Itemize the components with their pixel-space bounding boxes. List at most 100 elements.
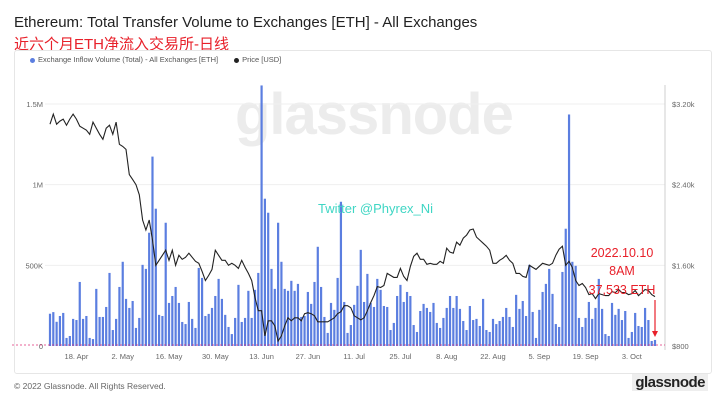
bar bbox=[280, 261, 283, 346]
bar bbox=[134, 327, 138, 346]
bar bbox=[610, 302, 614, 346]
bar bbox=[505, 307, 508, 346]
x-tick: 19. Sep bbox=[573, 352, 599, 361]
legend-label: Exchange Inflow Volume (Total) - All Exc… bbox=[38, 55, 219, 64]
bar bbox=[402, 301, 405, 346]
bar bbox=[455, 295, 458, 346]
bar bbox=[72, 318, 75, 346]
bar bbox=[260, 85, 263, 347]
bar bbox=[435, 322, 438, 346]
bar bbox=[485, 330, 488, 346]
bar bbox=[310, 303, 313, 346]
bar bbox=[488, 331, 491, 346]
bar bbox=[204, 315, 207, 346]
bar bbox=[468, 305, 471, 346]
bar bbox=[323, 316, 326, 346]
x-tick: 25. Jul bbox=[389, 352, 411, 361]
bar bbox=[329, 302, 333, 346]
y-tick-right: $2.40k bbox=[672, 181, 695, 190]
bar bbox=[465, 330, 468, 346]
bar bbox=[207, 313, 210, 346]
bar bbox=[95, 288, 98, 346]
bar bbox=[316, 246, 319, 346]
y-tick-right: $3.20k bbox=[672, 100, 695, 109]
bar bbox=[548, 268, 551, 346]
bar bbox=[389, 330, 392, 346]
bar bbox=[157, 314, 161, 346]
bar bbox=[234, 317, 237, 346]
bar bbox=[475, 318, 478, 346]
bar bbox=[253, 289, 257, 346]
bar bbox=[148, 232, 151, 346]
y-tick-left: 500K bbox=[25, 261, 43, 270]
bar bbox=[429, 311, 432, 346]
bar bbox=[303, 315, 306, 346]
y-tick-right: $800 bbox=[672, 342, 689, 351]
bar bbox=[161, 315, 164, 346]
bar bbox=[574, 265, 577, 346]
bar bbox=[353, 304, 356, 346]
bar bbox=[224, 314, 227, 346]
arrow-head-icon bbox=[652, 331, 658, 337]
annotation-value: 37,533 ETH bbox=[588, 283, 656, 297]
bar bbox=[154, 208, 157, 346]
bar bbox=[306, 291, 309, 346]
bar bbox=[587, 301, 590, 346]
y-tick-left: 1M bbox=[33, 181, 43, 190]
bar bbox=[627, 337, 630, 346]
bar bbox=[620, 320, 624, 346]
bar bbox=[372, 306, 376, 346]
bar bbox=[577, 317, 581, 346]
bar bbox=[263, 198, 266, 346]
bar bbox=[538, 309, 541, 346]
bar bbox=[58, 315, 62, 346]
bar bbox=[167, 302, 171, 346]
bar bbox=[439, 327, 442, 346]
bar bbox=[131, 300, 134, 346]
x-tick: 27. Jun bbox=[296, 352, 321, 361]
bar bbox=[571, 261, 574, 346]
annotation-time: 8AM bbox=[609, 264, 635, 278]
bar bbox=[422, 303, 425, 346]
bar bbox=[68, 335, 71, 346]
bar bbox=[624, 310, 627, 346]
bar bbox=[396, 295, 399, 346]
bar bbox=[356, 285, 359, 346]
legend-label: Price [USD] bbox=[242, 55, 282, 64]
x-tick: 16. May bbox=[156, 352, 183, 361]
bar bbox=[634, 312, 637, 346]
bar bbox=[581, 326, 584, 346]
chart-subtitle: 近六个月ETH净流入交易所-日线 bbox=[14, 36, 229, 53]
bar bbox=[415, 331, 419, 346]
chart-panel bbox=[14, 50, 712, 374]
bar bbox=[52, 312, 55, 346]
legend-item-inflow[interactable]: Exchange Inflow Volume (Total) - All Exc… bbox=[30, 55, 218, 64]
bar bbox=[105, 306, 108, 346]
bar bbox=[376, 278, 379, 346]
bar bbox=[200, 277, 204, 346]
bar bbox=[564, 228, 567, 346]
bar bbox=[214, 295, 217, 346]
bar bbox=[250, 317, 253, 346]
bar bbox=[597, 278, 600, 346]
legend-item-price[interactable]: Price [USD] bbox=[234, 55, 281, 64]
bar bbox=[65, 337, 68, 346]
bar bbox=[445, 307, 448, 346]
legend: Exchange Inflow Volume (Total) - All Exc… bbox=[30, 55, 281, 64]
bar bbox=[425, 307, 428, 346]
bar bbox=[339, 201, 343, 346]
bar bbox=[177, 302, 181, 346]
bar bbox=[382, 305, 386, 346]
bar bbox=[88, 337, 91, 346]
bar bbox=[495, 324, 498, 346]
bar bbox=[399, 284, 402, 346]
y-tick-left: 1.5M bbox=[26, 100, 43, 109]
bar bbox=[227, 326, 230, 346]
bar bbox=[541, 291, 544, 346]
bar bbox=[604, 334, 607, 346]
bar bbox=[491, 318, 495, 346]
bar bbox=[369, 302, 372, 346]
bar bbox=[448, 295, 452, 346]
bar bbox=[501, 316, 505, 346]
